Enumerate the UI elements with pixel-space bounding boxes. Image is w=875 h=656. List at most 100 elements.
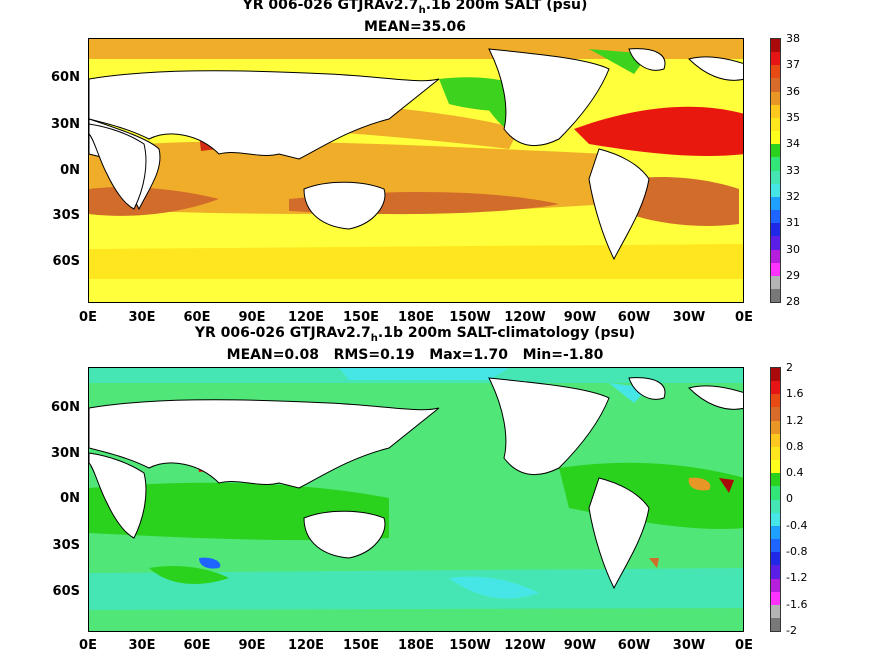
panel2-xlabel-120w: 120W	[504, 638, 546, 653]
panel1-colorbar-segment	[771, 52, 780, 66]
panel1-xlabel-60e: 60E	[183, 310, 211, 325]
panel2-colorbar-segment	[771, 552, 780, 566]
panel2-colorbar-segment	[771, 394, 780, 408]
panel1-title-pre: YR 006-026 GTJRAv2.7	[242, 0, 419, 13]
panel1-cb-label: 32	[786, 190, 800, 203]
panel1-colorbar-segment	[771, 104, 780, 118]
panel1-cb-label: 36	[786, 85, 800, 98]
panel2-xlabel-60w: 60W	[617, 638, 651, 653]
panel2-colorbar-segment	[771, 486, 780, 500]
panel1-title-sub: h	[418, 4, 426, 16]
panel1-cb-label: 37	[786, 58, 800, 71]
panel2-ylabel-30s: 30S	[52, 538, 80, 553]
panel2-cb-label: 2	[786, 361, 793, 374]
panel1-colorbar-segment	[771, 196, 780, 211]
panel1-colorbar-segment	[771, 275, 780, 289]
panel2-cb-label: 0	[786, 492, 793, 505]
panel2-colorbar-segment	[771, 512, 780, 526]
panel2-colorbar-segment	[771, 433, 780, 447]
panel2-cb-label: 0.8	[786, 440, 804, 453]
panel2-colorbar-segment	[771, 578, 780, 592]
panel1-cb-label: 30	[786, 243, 800, 256]
panel2-cb-label: 1.2	[786, 414, 804, 427]
panel2-colorbar-segment	[771, 617, 780, 632]
panel1-cb-label: 31	[786, 216, 800, 229]
panel2-colorbar-segment	[771, 604, 780, 618]
panel2-ylabel-0n: 0N	[60, 491, 80, 506]
panel2-colorbar-segment	[771, 539, 780, 553]
panel2-colorbar-segment	[771, 460, 780, 474]
panel2-colorbar-segment	[771, 368, 780, 382]
panel1-title: YR 006-026 GTJRAv2.7h.1b 200m SALT (psu)	[0, 0, 830, 16]
panel2-colorbar-segment	[771, 473, 780, 487]
panel2-map	[88, 367, 744, 632]
panel2-colorbar-segment	[771, 407, 780, 421]
panel2-title: YR 006-026 GTJRAv2.7h.1b 200m SALT-clima…	[0, 325, 830, 344]
panel2-cb-label: -2	[786, 624, 797, 637]
panel2-xlabel-0e-end: 0E	[735, 638, 753, 653]
panel1-cb-label: 38	[786, 32, 800, 45]
panel1-colorbar-segment	[771, 183, 780, 197]
panel2-cb-label: -1.2	[786, 571, 808, 584]
panel1-colorbar-segment	[771, 78, 780, 92]
panel2-cb-label: 1.6	[786, 387, 804, 400]
panel1-colorbar-segment	[771, 236, 780, 250]
panel1-xlabel-180e: 180E	[397, 310, 435, 325]
panel2-xlabel-90e: 90E	[238, 638, 266, 653]
panel1-colorbar-segment	[771, 131, 780, 145]
panel1-colorbar-segment	[771, 288, 780, 303]
panel1-xlabel-150w: 150W	[449, 310, 491, 325]
panel1-cb-label: 29	[786, 269, 800, 282]
panel2-ylabel-60n: 60N	[51, 400, 80, 415]
panel1-colorbar-segment	[771, 170, 780, 184]
panel1-xlabel-0e-end: 0E	[735, 310, 753, 325]
panel2-xlabel-90w: 90W	[563, 638, 597, 653]
panel2-xlabel-30e: 30E	[128, 638, 156, 653]
panel2-xlabel-0e: 0E	[79, 638, 97, 653]
panel2-xlabel-120e: 120E	[287, 638, 325, 653]
panel1-colorbar-segment	[771, 65, 780, 79]
panel1-ylabel-30s: 30S	[52, 208, 80, 223]
panel1-xlabel-120e: 120E	[287, 310, 325, 325]
panel2-colorbar-segment	[771, 446, 780, 461]
panel1-title-post: .1b 200m SALT (psu)	[425, 0, 588, 13]
panel2-colorbar-segment	[771, 591, 780, 605]
panel2-cb-label: -1.6	[786, 598, 808, 611]
panel1-cb-label: 33	[786, 164, 800, 177]
panel2-colorbar-segment	[771, 525, 780, 540]
panel1-xlabel-150e: 150E	[342, 310, 380, 325]
panel1-ylabel-30n: 30N	[51, 117, 80, 132]
panel2-colorbar-segment	[771, 381, 780, 395]
panel1-map	[88, 38, 744, 303]
panel1-cb-label: 34	[786, 137, 800, 150]
panel1-xlabel-120w: 120W	[504, 310, 546, 325]
panel2-title-pre: YR 006-026 GTJRAv2.7	[194, 325, 371, 341]
panel2-xlabel-150w: 150W	[449, 638, 491, 653]
panel2-stats: MEAN=0.08 RMS=0.19 Max=1.70 Min=-1.80	[226, 347, 604, 363]
panel1-xlabel-30w: 30W	[672, 310, 706, 325]
panel2-ylabel-60s: 60S	[52, 584, 80, 599]
panel2-colorbar-segment	[771, 565, 780, 579]
panel1-colorbar-segment	[771, 249, 780, 263]
panel2-xlabel-30w: 30W	[672, 638, 706, 653]
panel2-title-sub: h	[370, 332, 378, 344]
panel1-colorbar-segment	[771, 144, 780, 158]
salinity-map	[89, 39, 743, 302]
panel1-ylabel-0n: 0N	[60, 163, 80, 178]
panel2-cb-label: -0.4	[786, 519, 808, 532]
panel1-xlabel-60w: 60W	[617, 310, 651, 325]
panel1-xlabel-30e: 30E	[128, 310, 156, 325]
panel2-colorbar	[770, 367, 781, 632]
panel2-xlabel-150e: 150E	[342, 638, 380, 653]
panel1-colorbar-segment	[771, 157, 780, 171]
panel1-ylabel-60n: 60N	[51, 70, 80, 85]
panel1-colorbar-segment	[771, 117, 780, 132]
panel2-cb-label: 0.4	[786, 466, 804, 479]
panel2-title-post: .1b 200m SALT-climatology (psu)	[377, 325, 636, 341]
panel2-colorbar-segment	[771, 420, 780, 434]
panel1-cb-label: 28	[786, 295, 800, 308]
panel1-cb-label: 35	[786, 111, 800, 124]
panel1-xlabel-90e: 90E	[238, 310, 266, 325]
panel1-colorbar-segment	[771, 210, 780, 224]
panel1-colorbar-segment	[771, 262, 780, 276]
